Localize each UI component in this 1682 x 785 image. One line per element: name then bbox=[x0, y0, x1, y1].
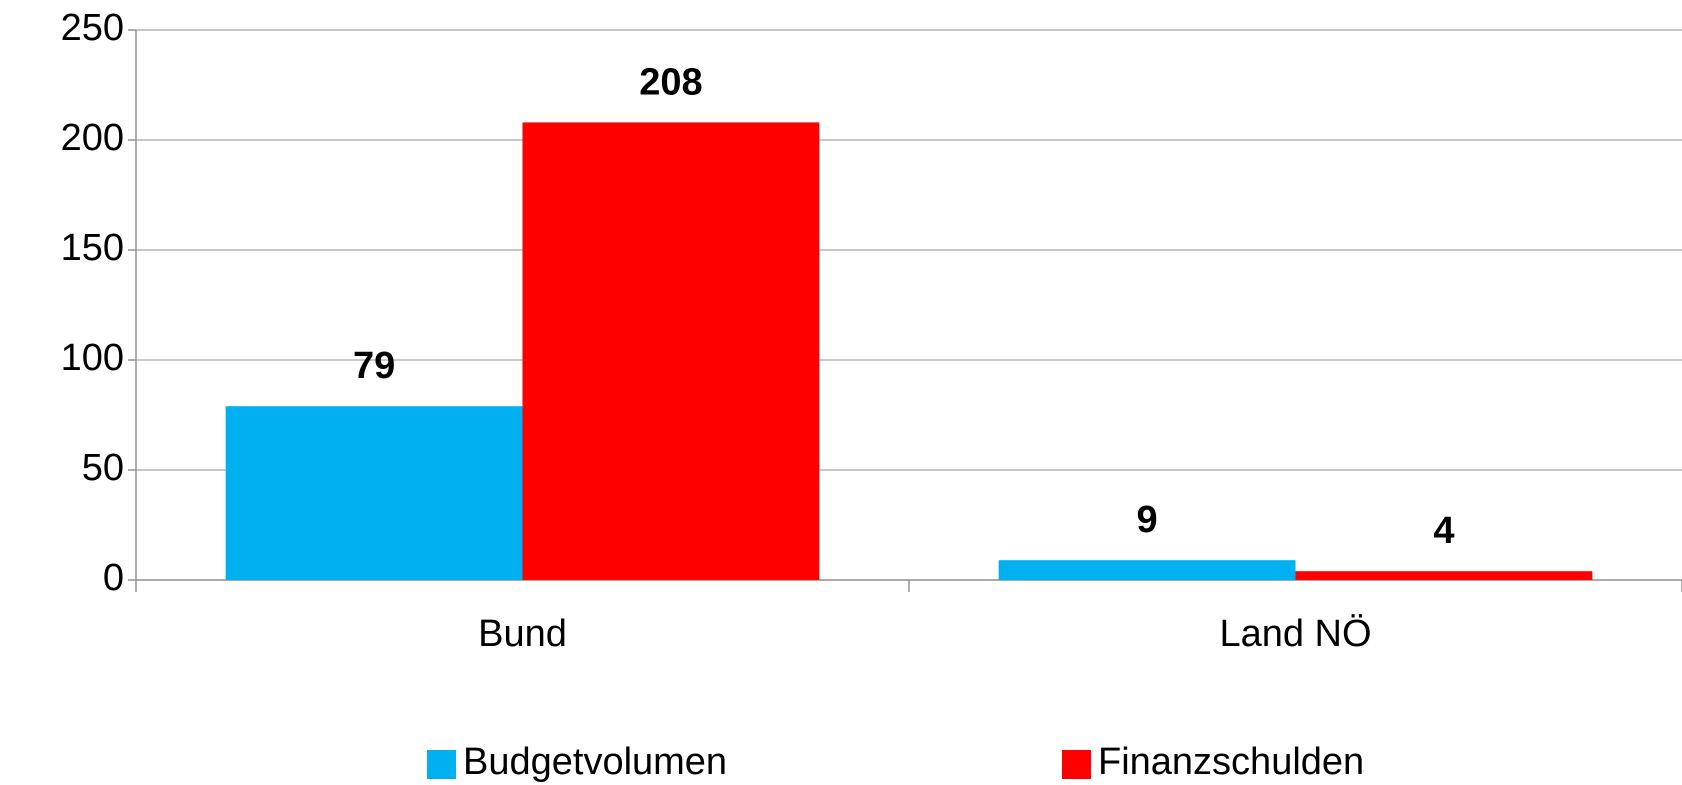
x-tick-label: Land NÖ bbox=[1219, 613, 1371, 655]
data-label: 9 bbox=[1137, 499, 1158, 541]
legend-swatch bbox=[427, 750, 456, 779]
y-tick-label: 0 bbox=[103, 557, 124, 599]
bar bbox=[225, 406, 523, 580]
y-tick-label: 250 bbox=[61, 7, 124, 49]
legend-label: Finanzschulden bbox=[1098, 741, 1364, 783]
data-label: 4 bbox=[1433, 510, 1454, 552]
bar bbox=[1295, 571, 1593, 580]
data-label: 208 bbox=[639, 61, 702, 103]
bar bbox=[998, 560, 1296, 580]
y-tick-label: 150 bbox=[61, 227, 124, 269]
y-tick-label: 200 bbox=[61, 117, 124, 159]
legend-label: Budgetvolumen bbox=[463, 741, 727, 783]
legend-swatch bbox=[1062, 750, 1091, 779]
bar bbox=[522, 122, 820, 581]
x-tick-label: Bund bbox=[478, 613, 567, 655]
data-label: 79 bbox=[353, 345, 395, 387]
y-tick-label: 100 bbox=[61, 337, 124, 379]
y-tick-label: 50 bbox=[82, 447, 124, 489]
